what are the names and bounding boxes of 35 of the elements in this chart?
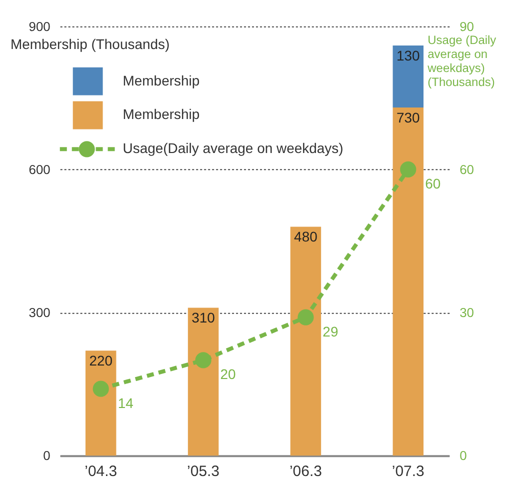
x-tick-label: ’04.3 [84, 463, 118, 480]
bar [290, 226, 322, 456]
x-tick-label: ’06.3 [289, 463, 322, 480]
point [298, 309, 314, 326]
x-tick-label: ’05.3 [187, 463, 220, 480]
y2-tick-label: 30 [460, 305, 474, 320]
y2-axis-title: Usage (Daily average on weekdays) (Thousands) [426, 32, 496, 89]
y-axis-title: Membership (Thousands) [10, 36, 170, 52]
data-label: 14 [118, 394, 134, 411]
y-tick-label: 300 [28, 305, 50, 320]
data-label: 60 [425, 175, 441, 192]
bar [188, 308, 219, 456]
y2-tick-label: 0 [460, 448, 467, 464]
bar [392, 107, 424, 456]
legend-label: Membership [122, 106, 200, 122]
x-tick-label: ’07.3 [392, 463, 424, 480]
bar [85, 350, 116, 456]
point [195, 352, 212, 368]
data-label: 730 [396, 109, 420, 126]
y-tick-label: 900 [28, 18, 50, 34]
point [400, 161, 416, 178]
point [92, 380, 109, 397]
data-label: 130 [396, 47, 420, 64]
data-label: 480 [294, 228, 318, 245]
data-label: 220 [89, 352, 113, 369]
legend-label: Usage(Daily average on weekdays) [122, 140, 344, 156]
legend-label: Membership [122, 72, 200, 88]
bar [392, 46, 424, 108]
y-tick-label: 600 [28, 162, 50, 177]
data-label: 310 [192, 310, 216, 326]
y2-tick-label: 60 [460, 162, 474, 177]
y-tick-label: 0 [43, 448, 50, 464]
data-label: 20 [220, 366, 236, 382]
data-label: 29 [322, 323, 338, 340]
y2-tick-label: 90 [460, 18, 474, 34]
